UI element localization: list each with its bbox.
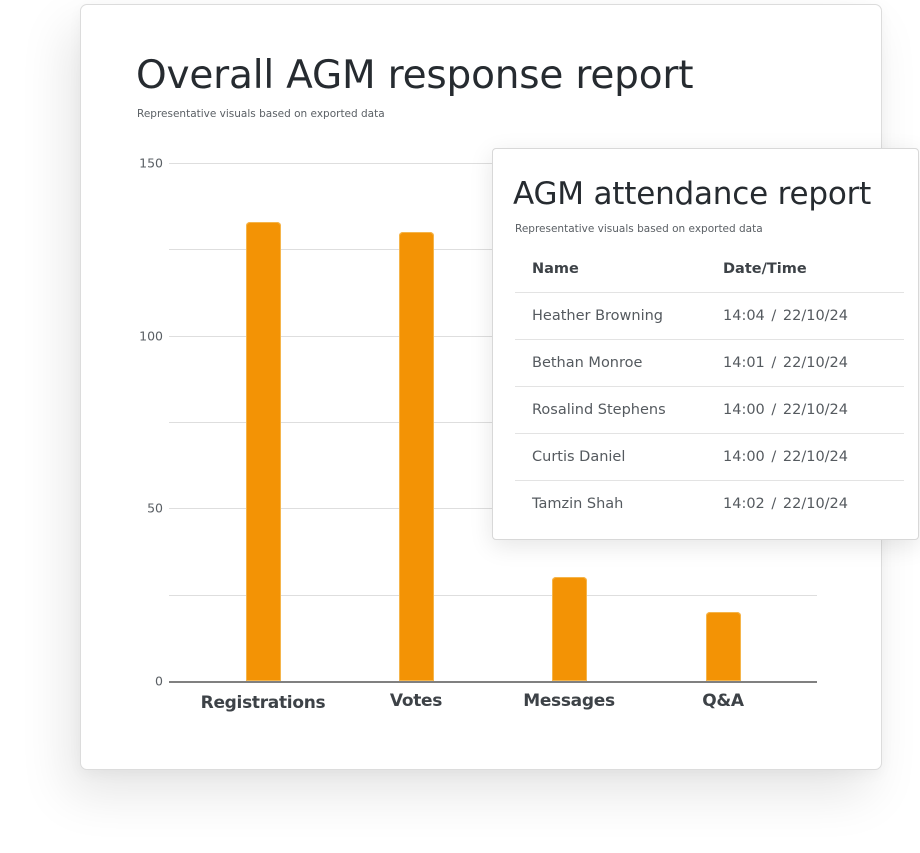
y-tick-label: 150 <box>139 155 163 171</box>
gridline <box>169 594 817 596</box>
table-row: Rosalind Stephens 14:00 / 22/10/24 <box>515 387 904 434</box>
attendee-name: Curtis Daniel <box>532 449 626 465</box>
attendance-title: AGM attendance report <box>513 176 872 212</box>
attendee-name: Heather Browning <box>532 308 664 324</box>
x-category-label: Votes <box>389 691 443 711</box>
attendee-name: Tamzin Shah <box>532 496 624 512</box>
y-tick-label: 100 <box>139 328 163 344</box>
table-row: Bethan Monroe 14:01 / 22/10/24 <box>515 340 904 387</box>
attendee-datetime: 14:00 / 22/10/24 <box>723 449 849 465</box>
table-row: Tamzin Shah 14:02 / 22/10/24 <box>515 481 904 528</box>
attendee-name: Bethan Monroe <box>532 355 643 371</box>
attendance-subtitle: Representative visuals based on exported… <box>515 223 763 235</box>
table-header: Name Date/Time <box>515 247 904 293</box>
bar-qa <box>705 611 741 681</box>
x-category-label: Messages <box>523 691 615 711</box>
report-subtitle: Representative visuals based on exported… <box>137 108 385 120</box>
bar-votes <box>398 232 434 681</box>
x-axis-line <box>169 681 817 683</box>
table-row: Heather Browning 14:04 / 22/10/24 <box>515 293 904 340</box>
attendee-datetime: 14:00 / 22/10/24 <box>723 402 849 418</box>
y-tick-label: 0 <box>155 673 163 689</box>
x-category-label: Registrations <box>200 693 326 713</box>
attendee-datetime: 14:02 / 22/10/24 <box>723 496 849 512</box>
column-header-name: Name <box>532 261 579 277</box>
attendee-name: Rosalind Stephens <box>532 402 666 418</box>
column-header-datetime: Date/Time <box>723 261 807 277</box>
table-row: Curtis Daniel 14:00 / 22/10/24 <box>515 434 904 481</box>
y-tick-label: 50 <box>147 500 163 516</box>
report-title: Overall AGM response report <box>136 53 694 98</box>
attendee-datetime: 14:04 / 22/10/24 <box>723 308 849 324</box>
x-category-label: Q&A <box>702 691 744 711</box>
bar-messages <box>551 577 587 681</box>
bar-registrations <box>245 221 281 681</box>
attendance-report-card: AGM attendance report Representative vis… <box>492 148 919 540</box>
attendee-datetime: 14:01 / 22/10/24 <box>723 355 849 371</box>
